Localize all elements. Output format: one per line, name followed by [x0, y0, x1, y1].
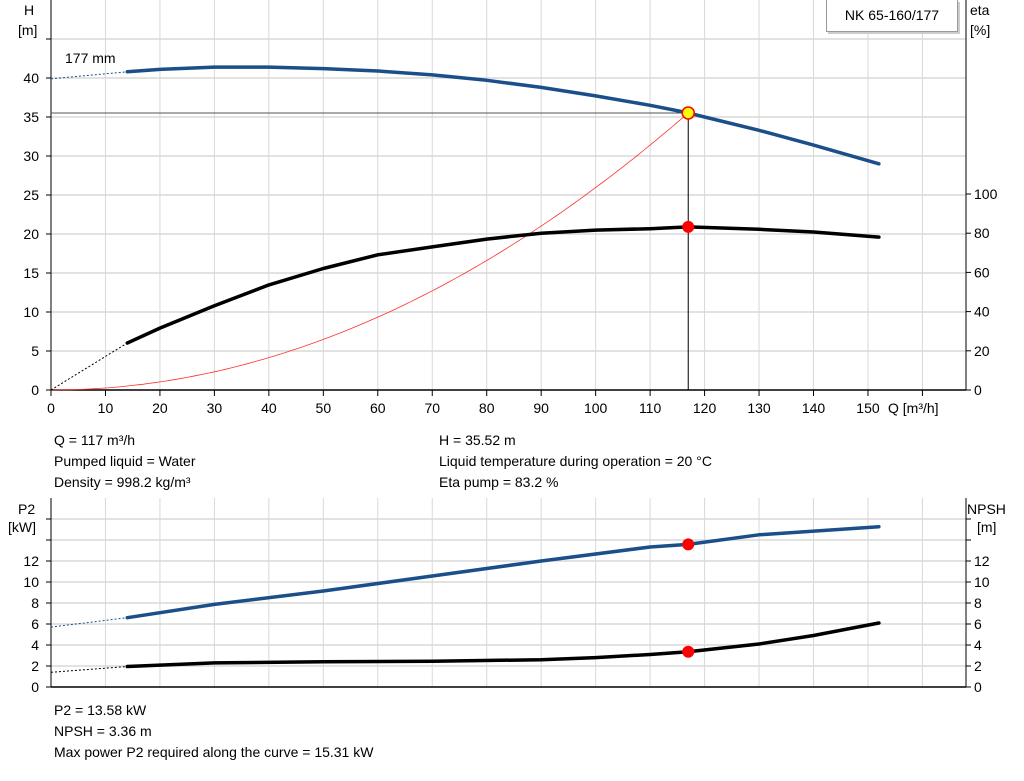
- x-tick-label: 40: [261, 400, 277, 416]
- y-tick-label-left: 0: [31, 679, 39, 695]
- y-tick-label-right: 40: [974, 304, 990, 320]
- y-tick-label-right: 60: [974, 264, 990, 280]
- x-tick-label: 120: [693, 400, 717, 416]
- operating-point-eta: [682, 220, 695, 233]
- x-tick-label: 150: [856, 400, 880, 416]
- power-curve: [125, 524, 881, 620]
- info-liquid: Pumped liquid = Water: [54, 453, 196, 469]
- x-tick-label: 50: [316, 400, 332, 416]
- x-tick-label: 140: [802, 400, 826, 416]
- info-temperature: Liquid temperature during operation = 20…: [439, 453, 712, 469]
- operating-point-p2: [682, 538, 695, 551]
- y-axis-unit-right: [%]: [970, 22, 990, 38]
- x-tick-label: 130: [747, 400, 771, 416]
- x-axis-label: Q [m³/h]: [888, 400, 939, 416]
- info-bottom: P2 = 13.58 kW NPSH = 3.36 m Max power P2…: [54, 700, 373, 763]
- info-h: H = 35.52 m: [439, 432, 516, 448]
- efficiency-curve: [125, 225, 881, 345]
- y-tick-label-left: 0: [31, 382, 39, 398]
- y-tick-label-right: 10: [974, 574, 990, 590]
- y-axis-label-left: H: [24, 2, 34, 18]
- x-tick-label: 10: [98, 400, 114, 416]
- npsh-extrapolation: [50, 666, 128, 673]
- y-axis-unit-left: [kW]: [8, 519, 36, 535]
- operating-point-npsh: [682, 645, 695, 658]
- info-density: Density = 998.2 kg/m³: [54, 474, 191, 490]
- y-tick-label-left: 15: [23, 265, 39, 281]
- y-tick-label-right: 2: [974, 658, 982, 674]
- y-tick-label-right: 0: [974, 679, 982, 695]
- y-tick-label-left: 4: [31, 637, 39, 653]
- y-tick-label-right: 12: [974, 553, 990, 569]
- y-tick-label-left: 2: [31, 658, 39, 674]
- y-tick-label-right: 4: [974, 637, 982, 653]
- y-axis-label-right: eta: [970, 2, 990, 18]
- system-curve: [51, 112, 689, 391]
- y-tick-label-left: 6: [31, 616, 39, 632]
- y-tick-label-right: 20: [974, 343, 990, 359]
- info-q: Q = 117 m³/h: [54, 432, 136, 448]
- x-tick-label: 20: [152, 400, 168, 416]
- x-tick-label: 100: [584, 400, 608, 416]
- y-axis-unit-right: [m]: [977, 519, 996, 535]
- x-tick-label: 90: [533, 400, 549, 416]
- y-tick-label-right: 0: [974, 382, 982, 398]
- x-tick-label: 110: [639, 400, 662, 416]
- y-axis-label-right: NPSH: [967, 501, 1006, 517]
- y-tick-label-right: 80: [974, 225, 990, 241]
- y-tick-label-left: 35: [23, 109, 39, 125]
- y-tick-label-left: 40: [23, 70, 39, 86]
- power-extrapolation: [50, 617, 128, 628]
- x-tick-label: 80: [479, 400, 495, 416]
- y-axis-unit-left: [m]: [18, 22, 37, 38]
- curve-annotation: 177 mm: [65, 50, 116, 66]
- x-tick-label: 70: [424, 400, 440, 416]
- info-npsh: NPSH = 3.36 m: [54, 723, 152, 739]
- y-axis-label-left: P2: [18, 501, 35, 517]
- y-tick-label-right: 100: [974, 186, 998, 202]
- info-max-power: Max power P2 required along the curve = …: [54, 744, 374, 760]
- x-tick-label: 30: [207, 400, 223, 416]
- head-curve: [125, 65, 881, 166]
- efficiency-extrapolation: [50, 342, 128, 391]
- x-tick-label: 60: [370, 400, 386, 416]
- x-tick-label: 0: [47, 400, 55, 416]
- y-tick-label-left: 8: [31, 595, 39, 611]
- y-tick-label-left: 12: [23, 553, 39, 569]
- info-eta: Eta pump = 83.2 %: [439, 474, 559, 490]
- operating-point-head: [681, 106, 695, 120]
- info-top-left: Q = 117 m³/h Pumped liquid = Water Densi…: [54, 430, 196, 493]
- y-tick-label-left: 5: [31, 343, 39, 359]
- y-tick-label-left: 20: [23, 226, 39, 242]
- y-tick-label-left: 30: [23, 148, 39, 164]
- chart-title: NK 65-160/177: [826, 0, 958, 32]
- npsh-curve: [125, 621, 881, 669]
- y-tick-label-right: 8: [974, 595, 982, 611]
- info-top-right: H = 35.52 m Liquid temperature during op…: [439, 430, 712, 493]
- y-tick-label-left: 10: [23, 304, 39, 320]
- info-p2: P2 = 13.58 kW: [54, 702, 147, 718]
- y-tick-label-left: 10: [23, 574, 39, 590]
- y-tick-label-right: 6: [974, 616, 982, 632]
- y-tick-label-left: 25: [23, 187, 39, 203]
- head-extrapolation: [50, 71, 128, 80]
